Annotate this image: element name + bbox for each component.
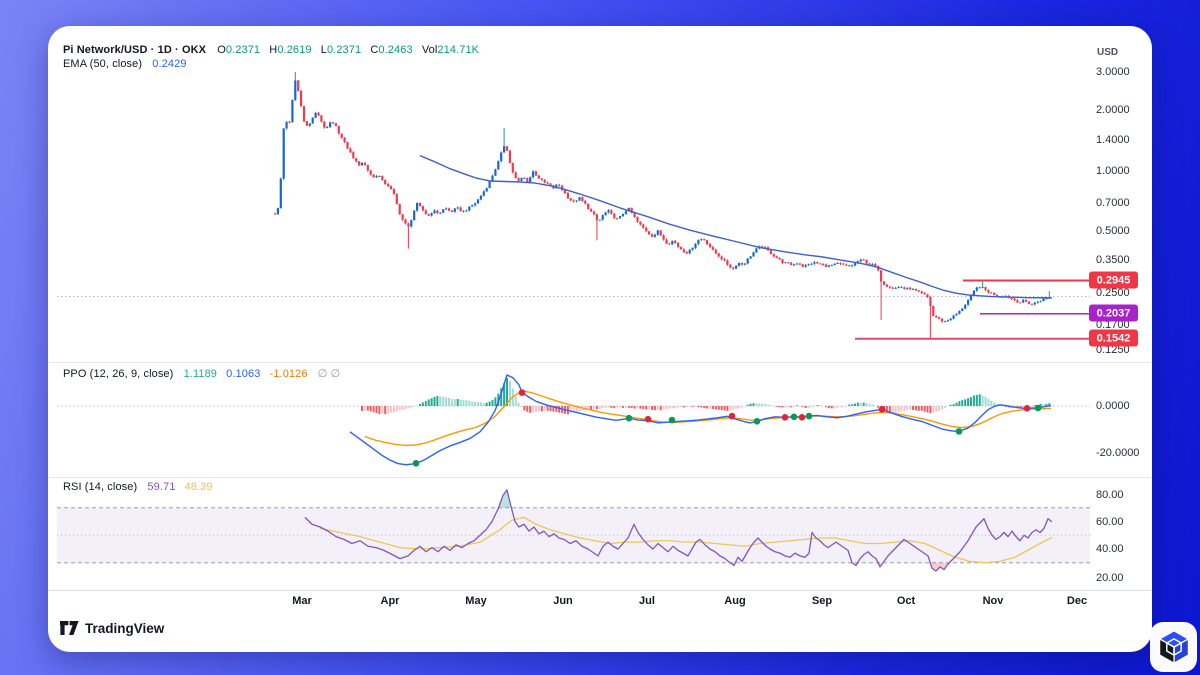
price-tick-label: 0.1700 [1096,319,1130,331]
price-tick-label: 3.0000 [1096,66,1130,78]
rsi-label[interactable]: RSI (14, close) [63,481,138,493]
price-tick-label: 1.0000 [1096,165,1130,177]
ohlc-open: O0.2371 [217,44,261,56]
time-tick-label: Mar [292,595,312,607]
ppo-legend: PPO (12, 26, 9, close) 1.1189 0.1063 -1.… [63,367,340,380]
time-tick-label: Oct [896,595,916,607]
rsi-ma-value: 48.39 [184,481,213,493]
price-tick-label: 0.7000 [1096,197,1130,209]
time-tick-label: Aug [724,595,746,607]
time-tick-label: Apr [380,595,400,607]
ppo-tick-label: -20.0000 [1096,447,1140,459]
ohlc-close: C0.2463 [370,44,413,56]
tradingview-label: TradingView [85,621,165,636]
rsi-tick-label: 40.00 [1096,543,1124,555]
time-tick-label: Nov [982,595,1004,607]
cube-logo-icon [1158,630,1189,664]
price-tick-label: 2.0000 [1096,104,1130,116]
brand-logo-tile [1150,622,1197,672]
ppo-signal-value: -1.0126 [269,368,308,380]
ppo-line-value: 0.1063 [226,368,261,380]
ema-value: 0.2429 [152,58,187,70]
ppo-histogram-value: 1.1189 [183,368,218,380]
currency-axis-label: USD [1097,47,1119,58]
price-tick-label: 1.4000 [1096,134,1130,146]
rsi-legend: RSI (14, close) 59.71 48.39 [63,481,213,493]
price-tick-label: 0.2500 [1096,287,1130,299]
time-tick-label: Jul [639,595,655,607]
price-tick-label: 0.3500 [1096,254,1130,266]
price-level-badge[interactable]: 0.1542 [1089,329,1138,347]
rsi-value: 59.71 [147,481,176,493]
ppo-label[interactable]: PPO (12, 26, 9, close) [63,368,174,380]
volume-value: Vol214.71K [421,44,480,56]
rsi-tick-label: 80.00 [1096,489,1124,501]
ppo-tick-label: 0.0000 [1096,400,1130,412]
ohlc-high: H0.2619 [269,44,312,56]
time-tick-label: May [465,595,487,607]
symbol-legend: Pi Network/USD · 1D · OKX O0.2371 H0.261… [63,44,485,56]
panel-separator-main-ppo[interactable] [48,362,1152,363]
tradingview-logo[interactable]: TradingView [60,621,164,636]
price-tick-label: 0.1250 [1096,344,1130,356]
time-axis-line [48,590,1152,591]
time-tick-label: Sep [811,595,833,607]
time-tick-label: Jun [553,595,573,607]
rsi-tick-label: 20.00 [1096,572,1124,584]
price-level-badge[interactable]: 0.2945 [1089,271,1138,289]
ppo-empty-values: ∅ ∅ [317,368,341,380]
tradingview-glyph-icon [60,621,79,635]
panel-separator-ppo-rsi[interactable] [48,477,1152,478]
time-tick-label: Dec [1066,595,1088,607]
rsi-tick-label: 60.00 [1096,516,1124,528]
price-level-badge[interactable]: 0.2037 [1089,304,1138,322]
symbol-title[interactable]: Pi Network/USD · 1D · OKX [63,44,207,56]
price-tick-label: 0.5000 [1096,225,1130,237]
ema-label[interactable]: EMA (50, close) [63,58,143,70]
ohlc-low: L0.2371 [320,44,362,56]
ema-legend: EMA (50, close) 0.2429 [63,58,187,70]
